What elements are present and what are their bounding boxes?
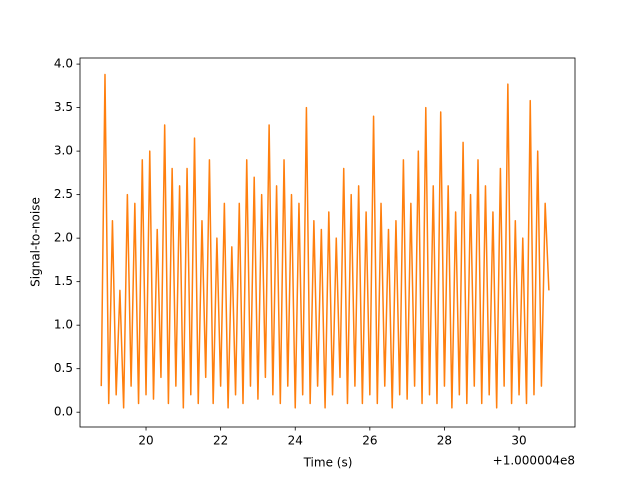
series-line — [100, 73, 550, 409]
y-tick-label: 0.0 — [54, 405, 73, 419]
x-tick-label: 26 — [362, 434, 377, 448]
y-tick-label: 0.5 — [54, 361, 73, 375]
x-tick-label: 20 — [138, 434, 153, 448]
y-axis-label: Signal-to-noise — [29, 197, 43, 287]
x-offset-label: +1.000004e8 — [493, 454, 575, 468]
y-tick-label: 3.0 — [54, 144, 73, 158]
y-tick-label: 3.5 — [54, 100, 73, 114]
y-tick-label: 1.5 — [54, 274, 73, 288]
y-tick-label: 2.0 — [54, 231, 73, 245]
y-tick-label: 4.0 — [54, 57, 73, 71]
plot-frame — [79, 57, 576, 428]
y-tick-label: 1.0 — [54, 318, 73, 332]
x-tick-label: 28 — [437, 434, 452, 448]
x-tick-label: 24 — [288, 434, 303, 448]
x-axis-label: Time (s) — [303, 456, 353, 470]
y-tick-label: 2.5 — [54, 187, 73, 201]
x-tick-label: 30 — [511, 434, 526, 448]
x-tick-label: 22 — [213, 434, 228, 448]
